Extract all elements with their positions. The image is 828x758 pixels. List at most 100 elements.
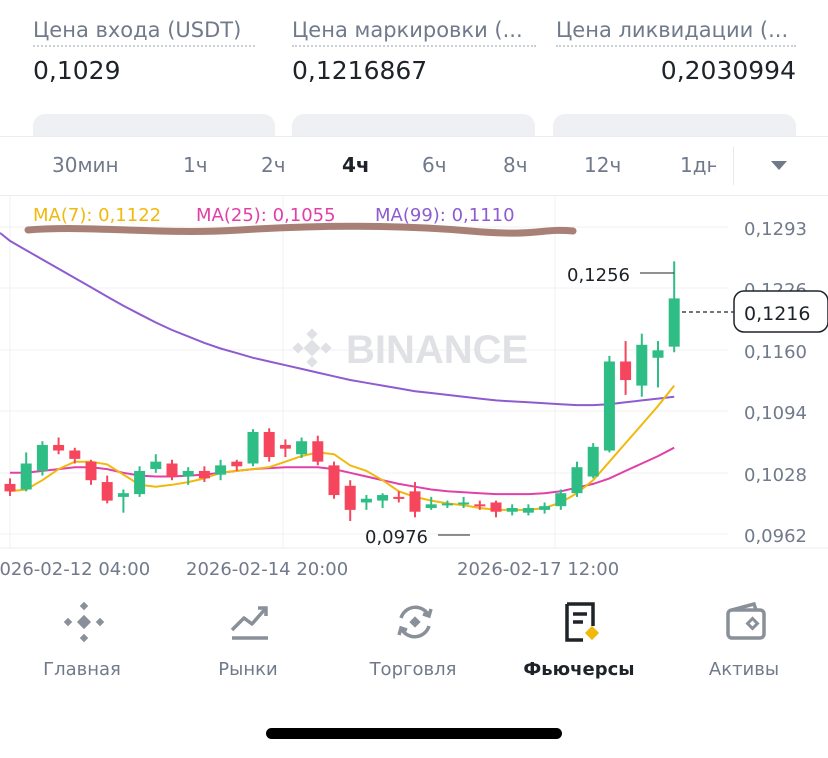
candle[interactable] (328, 461, 340, 499)
interval-12h[interactable]: 12ч (584, 153, 622, 177)
candle-body (4, 483, 16, 492)
candle[interactable] (198, 466, 210, 483)
candle[interactable] (490, 500, 502, 518)
candle-body (506, 508, 518, 512)
nav-assets-label: Активы (708, 659, 780, 680)
candle[interactable] (522, 504, 534, 516)
nav-home-label: Главная (43, 659, 121, 680)
nav-futures-label: Фьючерсы (523, 659, 635, 680)
interval-1d[interactable]: 1дн (680, 153, 716, 177)
mark-price-label[interactable]: Цена маркировки (... (292, 18, 536, 47)
action-button-stub[interactable] (292, 114, 535, 136)
candle[interactable] (474, 500, 486, 510)
interval-2h[interactable]: 2ч (261, 153, 286, 177)
action-button-stub[interactable] (33, 114, 275, 136)
candlestick-chart[interactable]: BINANCE MA(7): 0,1122 MA(25): 0,1055 MA(… (0, 195, 828, 590)
y-tick: 0,1160 (744, 342, 807, 363)
candle[interactable] (263, 428, 275, 462)
candle[interactable] (312, 435, 324, 466)
candle[interactable] (441, 500, 453, 509)
candle[interactable] (296, 437, 308, 458)
high-annotation: 0,1256 (567, 265, 630, 286)
candle-body (425, 504, 437, 509)
candle[interactable] (20, 452, 32, 492)
candle[interactable] (393, 491, 405, 503)
candle-body (636, 344, 648, 386)
interval-1h[interactable]: 1ч (183, 153, 208, 177)
candle-body (296, 441, 308, 455)
candle-body (474, 504, 486, 507)
candle[interactable] (555, 489, 567, 510)
candle-body (36, 444, 48, 471)
candle[interactable] (636, 333, 648, 397)
binance-watermark: BINANCE (292, 328, 528, 372)
scribble-redaction (24, 222, 577, 237)
candle[interactable] (603, 355, 615, 453)
candle[interactable] (150, 454, 162, 473)
candle-body (571, 467, 583, 494)
candle[interactable] (377, 493, 389, 509)
nav-trade[interactable]: Торговля (333, 595, 493, 695)
candle[interactable] (166, 459, 178, 481)
binance-logo-icon (63, 601, 105, 643)
candle-body (166, 463, 178, 477)
y-axis: 0,1293 0,1226 0,1160 0,1094 0,1028 0,096… (744, 219, 807, 547)
candle[interactable] (117, 489, 129, 513)
candle[interactable] (101, 475, 113, 504)
candle[interactable] (279, 439, 291, 458)
candle[interactable] (53, 437, 65, 455)
candle[interactable] (506, 504, 518, 516)
candle[interactable] (215, 459, 227, 481)
candle-body (458, 502, 470, 505)
candle[interactable] (539, 502, 551, 514)
home-indicator (266, 728, 562, 739)
candle[interactable] (69, 447, 81, 464)
interval-6h[interactable]: 6ч (422, 153, 447, 177)
liquidation-price-label[interactable]: Цена ликвидации (... (556, 18, 796, 47)
candle[interactable] (344, 480, 356, 522)
nav-futures[interactable]: Фьючерсы (499, 595, 659, 695)
candle[interactable] (620, 341, 632, 395)
trade-swap-icon (397, 605, 433, 639)
watermark-text: BINANCE (346, 328, 528, 372)
ma7-legend: MA(7): 0,1122 (33, 205, 161, 226)
candle[interactable] (571, 461, 583, 497)
candle[interactable] (182, 467, 194, 485)
interval-8h[interactable]: 8ч (503, 153, 528, 177)
candle-body (182, 470, 194, 477)
candle-body (85, 461, 97, 481)
entry-price-label[interactable]: Цена входа (USDT) (33, 18, 255, 47)
candle-body (620, 361, 632, 381)
action-button-stub[interactable] (553, 114, 796, 136)
candle[interactable] (409, 482, 421, 518)
candle[interactable] (360, 495, 372, 510)
candle-body (263, 431, 275, 458)
candle[interactable] (36, 441, 48, 476)
candle[interactable] (587, 443, 599, 479)
candle[interactable] (458, 496, 470, 509)
candle[interactable] (425, 496, 437, 510)
nav-assets[interactable]: Активы (664, 595, 824, 695)
nav-markets[interactable]: Рынки (168, 595, 328, 695)
candle-body (377, 495, 389, 501)
candle[interactable] (231, 459, 243, 471)
chart-canvas[interactable]: BINANCE MA(7): 0,1122 MA(25): 0,1055 MA(… (0, 195, 828, 590)
x-tick: 2026-02-12 04:00 (0, 559, 150, 580)
nav-markets-label: Рынки (218, 659, 278, 680)
interval-4h[interactable]: 4ч (342, 153, 370, 177)
position-stats: Цена входа (USDT) 0,1029 Цена маркировки… (0, 0, 828, 136)
candle-body (539, 506, 551, 510)
candle[interactable] (668, 261, 680, 353)
candle[interactable] (652, 341, 664, 388)
candle[interactable] (247, 429, 259, 467)
interval-30m[interactable]: 30мин (52, 153, 119, 177)
current-price-badge (733, 290, 828, 333)
candle[interactable] (134, 466, 146, 497)
candle[interactable] (85, 459, 97, 485)
candle[interactable] (4, 478, 16, 496)
candle-body (117, 493, 129, 497)
ma-legend[interactable]: MA(7): 0,1122 MA(25): 0,1055 MA(99): 0,1… (33, 205, 515, 226)
entry-price-value: 0,1029 (33, 56, 121, 85)
more-intervals-dropdown-icon[interactable] (771, 161, 787, 170)
nav-home[interactable]: Главная (2, 595, 162, 695)
